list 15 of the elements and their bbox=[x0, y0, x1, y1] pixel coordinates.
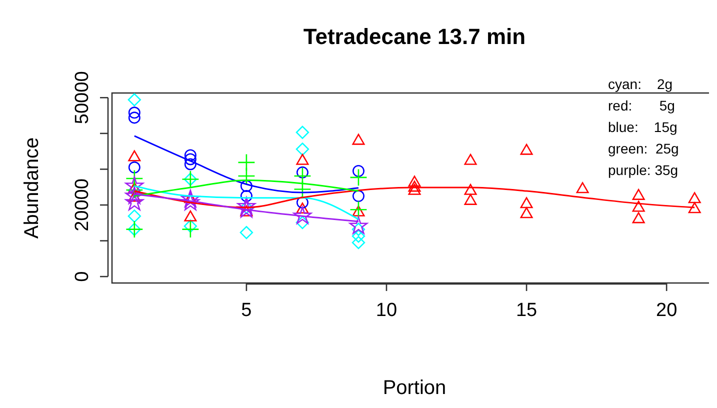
y-tick-label: 50000 bbox=[72, 71, 93, 124]
y-axis-title: Abundance bbox=[21, 137, 43, 239]
x-axis-title: Portion bbox=[382, 377, 446, 399]
y-tick-label: 0 bbox=[72, 271, 93, 282]
x-tick-label: 15 bbox=[516, 300, 538, 321]
annotation: green: 25g bbox=[608, 140, 679, 156]
y-tick-label: 20000 bbox=[72, 178, 93, 232]
text: cyan: 2g bbox=[608, 76, 673, 92]
annotation: red: 5g bbox=[608, 98, 675, 114]
annotation: blue: 15g bbox=[608, 119, 678, 135]
annotation: purple: 35g bbox=[608, 162, 678, 178]
x-tick-label: 20 bbox=[656, 300, 678, 321]
x-tick-label: 5 bbox=[241, 300, 252, 321]
x-tick-label: 10 bbox=[376, 300, 398, 321]
chart-title: Tetradecane 13.7 min bbox=[303, 24, 526, 49]
